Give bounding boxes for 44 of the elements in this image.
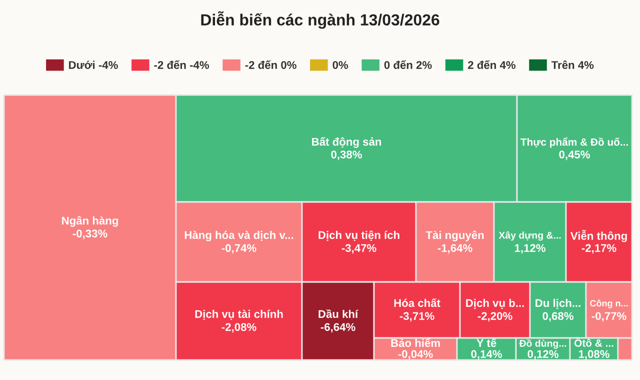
category-label: Dầu khí: [318, 309, 358, 318]
data-label: 0,68%: [542, 312, 574, 322]
category-label: Y tế: [476, 338, 497, 347]
data-label: -6,64%: [320, 323, 356, 333]
data-label: -2,08%: [222, 323, 256, 333]
legend-label: -2 đến -4%: [154, 60, 210, 69]
data-label: -1,64%: [438, 244, 472, 254]
data-label: -2,17%: [582, 244, 616, 254]
category-label: Hóa chất: [394, 298, 440, 307]
legend-label: 0 đến 2%: [384, 60, 432, 69]
legend-label: 0%: [332, 61, 348, 69]
data-label: -0,33%: [72, 230, 108, 240]
category-label: Hàng hóa và dịch v...: [184, 230, 294, 242]
category-label: Ngân hàng: [62, 216, 118, 227]
data-label: 1,08%: [578, 350, 610, 360]
data-label: -3,47%: [342, 244, 376, 254]
category-label: Thực phẩm & Đồ uố...: [520, 137, 628, 148]
category-label: Dịch vụ tiện ích: [318, 230, 400, 241]
category-label: Công n...: [590, 300, 628, 308]
category-label: Ôtô & ...: [574, 337, 614, 347]
data-label: -0,04%: [398, 350, 433, 360]
data-label: 0,38%: [331, 150, 362, 160]
legend-label: 2 đến 4%: [468, 60, 516, 69]
category-label: Bất động sản: [312, 137, 381, 148]
legend-label: Dưới -4%: [69, 60, 118, 69]
category-label: Viễn thông: [570, 230, 627, 242]
data-label: -3,71%: [400, 312, 434, 322]
category-label: Dịch vụ tài chính: [195, 310, 283, 320]
data-label: 0,12%: [528, 350, 558, 360]
legend-label: Trên 4%: [551, 60, 594, 69]
category-label: Bảo hiểm: [391, 338, 440, 347]
legend-label: -2 đến 0%: [245, 60, 296, 69]
data-label: -2,20%: [478, 312, 512, 322]
category-label: Đồ dùng...: [519, 339, 566, 349]
data-label: 1,12%: [514, 244, 546, 254]
category-label: Du lịch...: [536, 298, 580, 309]
data-label: 0,14%: [471, 350, 502, 360]
category-label: Dịch vụ b...: [466, 298, 524, 309]
category-label: Xây dựng &...: [498, 231, 561, 241]
data-label: -0,77%: [592, 312, 626, 322]
data-label: 0,45%: [559, 150, 590, 160]
data-label: -0,74%: [222, 244, 256, 254]
category-label: Tài nguyên: [426, 230, 484, 242]
text: Diễn biến các ngành 13/03/2026: [201, 11, 440, 29]
